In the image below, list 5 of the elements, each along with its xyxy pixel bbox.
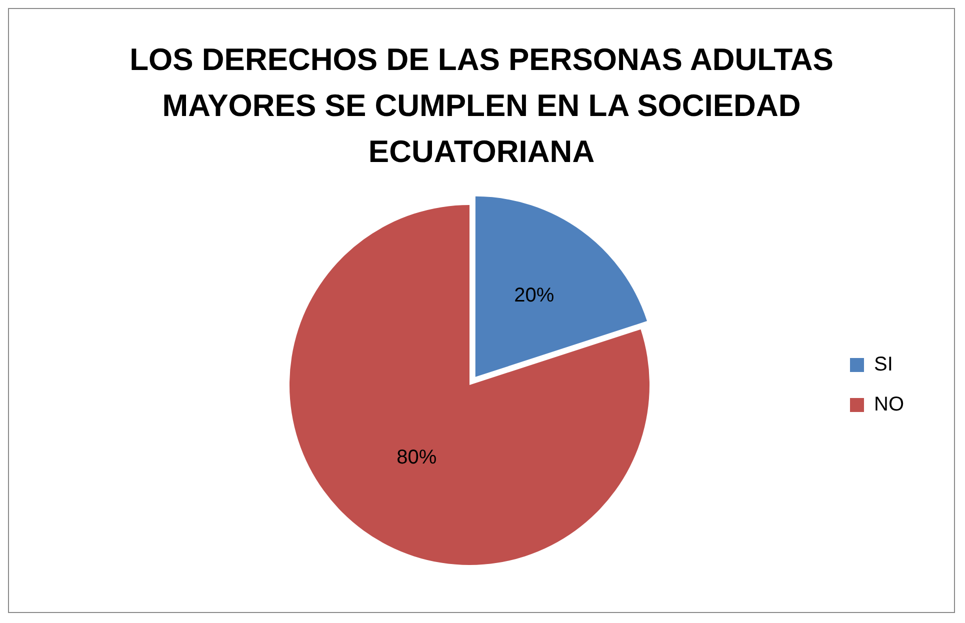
chart-title: LOS DERECHOS DE LAS PERSONAS ADULTAS MAYORES SE CUMPLEN EN LA SOCIEDAD ECUATORIANA (128, 41, 834, 171)
legend-label: NO (874, 394, 904, 416)
data-label: 20% (514, 284, 554, 307)
legend-label: SI (874, 354, 893, 376)
data-label: 80% (396, 446, 437, 468)
